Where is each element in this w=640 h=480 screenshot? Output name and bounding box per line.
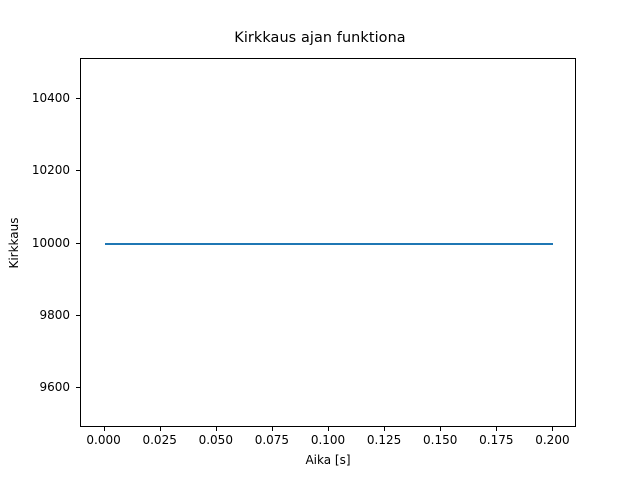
y-tick-label: 9800 [39,307,70,322]
data-line-segment [441,242,498,245]
y-tick-mark [76,314,80,316]
data-line-segment [385,242,442,245]
x-axis-label: Aika [s] [305,453,351,467]
x-tick-label: 0.200 [535,433,570,447]
x-tick-mark [440,427,442,431]
x-tick-label: 0.025 [142,433,177,447]
x-tick-mark [552,427,554,431]
x-tick-mark [159,427,161,431]
x-tick-mark [103,427,105,431]
data-line-segment [104,242,161,245]
y-axis-label: Kirkkaus [7,217,21,269]
data-line-segment [160,242,217,245]
x-tick-mark [328,427,329,431]
x-tick-label: 0.175 [479,433,514,447]
data-line-segment [216,242,273,245]
y-tick-label: 10400 [31,90,70,105]
data-line-segment [329,242,386,245]
x-tick-mark [496,427,498,431]
y-tick-mark [76,242,80,244]
data-line-segment [497,242,554,245]
x-tick-label: 0.100 [310,433,346,447]
x-tick-mark [271,427,273,431]
x-tick-label: 0.000 [86,433,121,447]
y-tick-label: 9600 [39,380,70,395]
y-tick-label: 10000 [31,235,70,250]
y-tick-mark [76,170,80,172]
data-line-segment [272,242,329,245]
x-tick-label: 0.050 [198,433,233,447]
page-title: Kirkkaus ajan funktiona [234,30,406,46]
y-tick-mark [76,97,80,99]
y-tick-label: 10200 [31,163,70,178]
x-tick-label: 0.150 [423,433,458,447]
data-layer [81,59,575,426]
x-tick-mark [215,427,217,431]
x-tick-label: 0.075 [254,433,290,447]
x-tick-label: 0.125 [366,433,402,447]
plot-area [80,58,576,427]
x-tick-mark [384,427,386,431]
y-tick-mark [76,387,80,389]
